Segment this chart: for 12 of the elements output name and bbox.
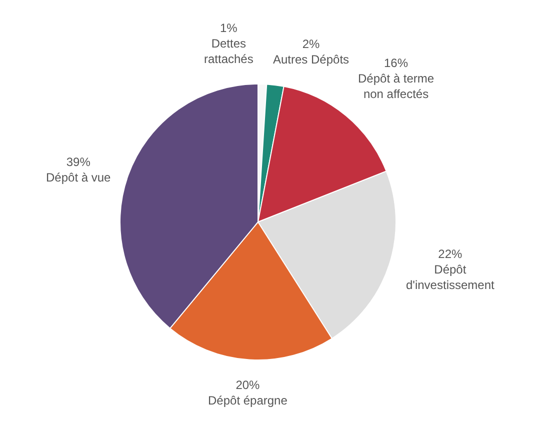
slice-label: Dépôt épargne [208,394,288,408]
slice-label: Dépôt à terme non affectés [358,72,434,102]
data-label: 20% [236,378,260,392]
data-label: 22% [438,247,463,261]
slice-label: Dettes rattachés [204,36,254,66]
slice-label: Dépôt d'investissement [406,262,495,292]
slice-label: Autres Dépôts [273,52,350,67]
data-label: 39% [66,155,91,169]
data-label: 2% [302,37,320,51]
data-label: 1% [220,21,238,35]
data-label: 16% [384,56,408,70]
slice-label: Dépôt à vue [46,170,112,185]
